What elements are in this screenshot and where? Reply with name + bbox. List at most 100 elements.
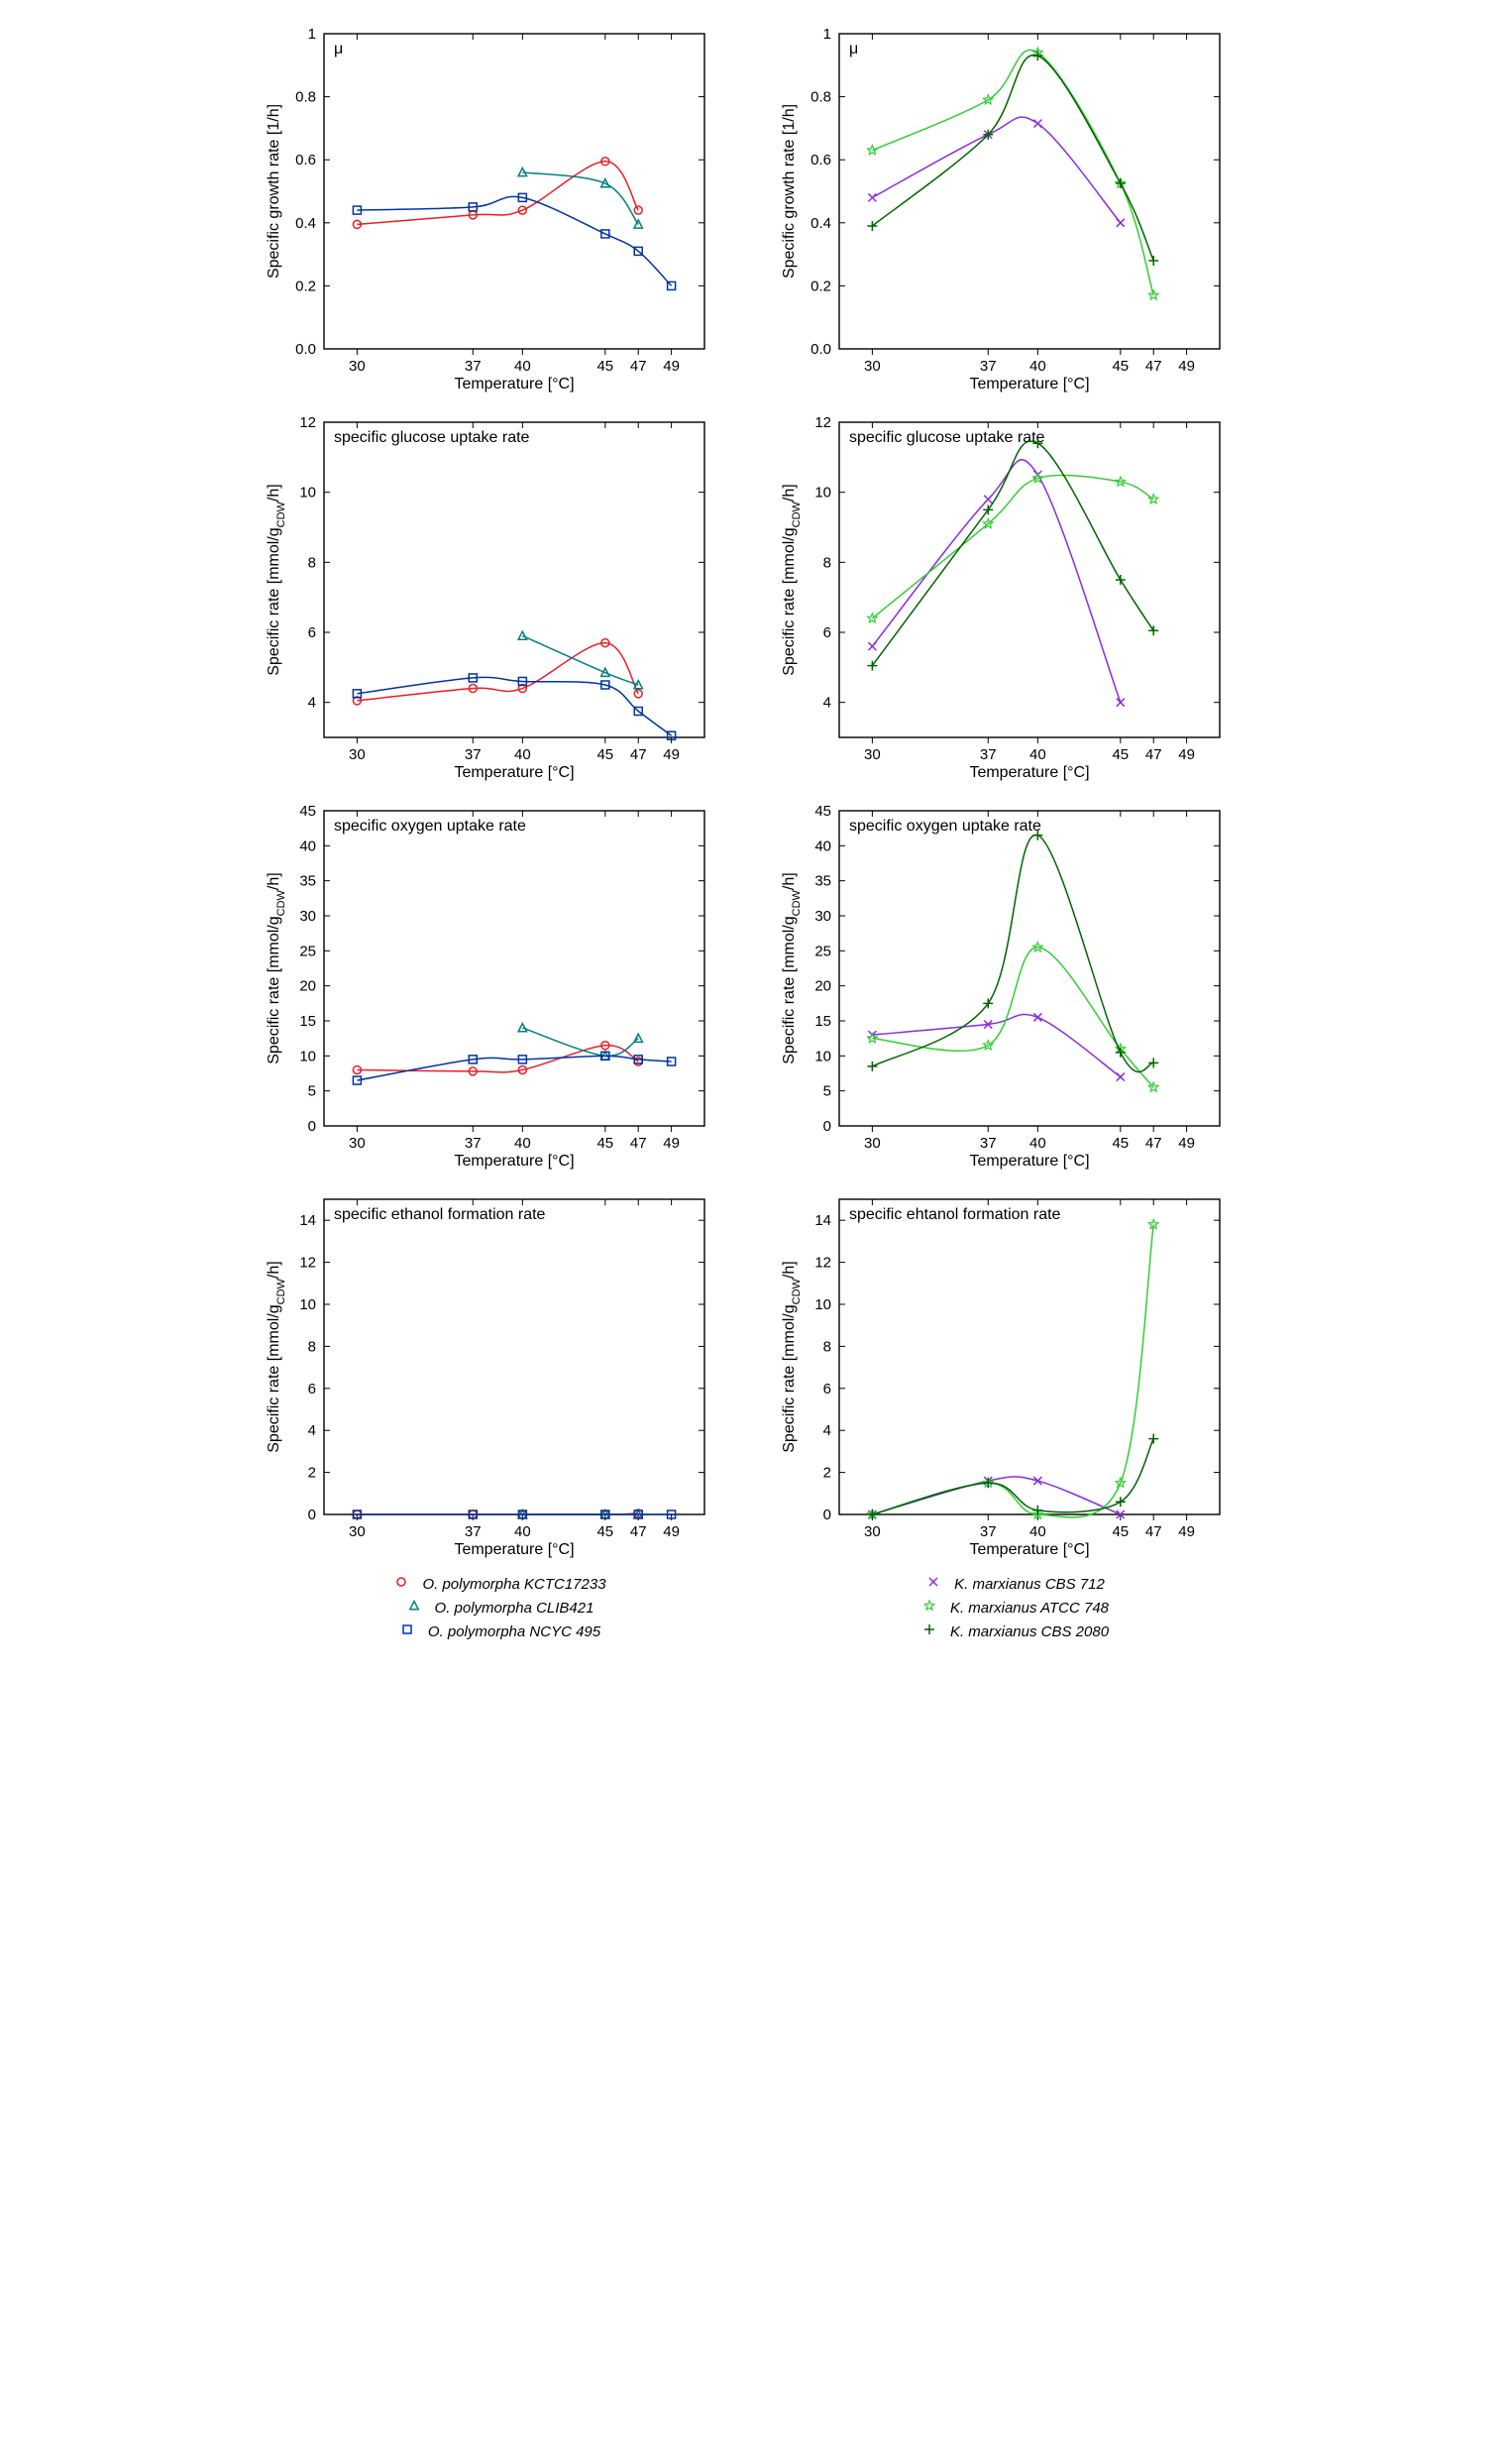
ytick-label: 8 [308, 554, 316, 571]
xtick-label: 37 [465, 1135, 482, 1152]
xtick-label: 37 [980, 358, 997, 375]
series-line [872, 441, 1153, 665]
series-marker [1148, 1434, 1158, 1444]
ytick-label: 0 [823, 1507, 831, 1523]
ytick-label: 5 [308, 1083, 316, 1100]
xtick-label: 37 [465, 1523, 482, 1540]
ylabel: Specific rate [mmol/gCDW/h] [781, 872, 803, 1063]
legend-label: K. marxianus CBS 712 [954, 1576, 1105, 1593]
ytick-label: 0 [308, 1507, 316, 1523]
ylabel: Specific growth rate [1/h] [781, 104, 798, 279]
xlabel: Temperature [°C] [969, 376, 1089, 392]
xtick-label: 45 [596, 1523, 613, 1540]
ytick-label: 0.8 [810, 89, 831, 106]
xtick-label: 40 [1029, 358, 1046, 375]
ylabel: Specific rate [mmol/gCDW/h] [266, 872, 287, 1063]
ytick-label: 30 [299, 908, 316, 925]
figure-grid: 3037404547490.00.20.40.60.81Temperature … [261, 20, 1251, 1641]
ytick-label: 0 [823, 1118, 831, 1135]
ylabel: Specific growth rate [1/h] [266, 104, 282, 279]
ytick-label: 25 [814, 943, 831, 959]
ytick-label: 14 [814, 1212, 831, 1229]
chart-panel: 3037404547490.00.20.40.60.81Temperature … [261, 20, 716, 396]
panel-title: specific oxygen uptake rate [849, 818, 1041, 835]
ytick-label: 0.4 [295, 215, 316, 232]
ytick-label: 0.0 [295, 341, 316, 358]
ytick-label: 20 [299, 978, 316, 995]
xtick-label: 30 [864, 1523, 881, 1540]
ytick-label: 40 [814, 838, 831, 854]
panel-title: specific ehtanol formation rate [849, 1206, 1061, 1223]
ytick-label: 12 [299, 1255, 316, 1272]
panel-title: specific glucose uptake rate [334, 429, 530, 446]
xtick-label: 30 [349, 746, 366, 763]
ytick-label: 0.2 [295, 278, 316, 294]
legend-label: O. polymorpha CLIB421 [435, 1600, 594, 1617]
legend-marker-icon [390, 1574, 412, 1594]
series-line [357, 162, 638, 225]
ytick-label: 2 [308, 1465, 316, 1482]
series-marker [1148, 1058, 1158, 1067]
xtick-label: 47 [1145, 358, 1162, 375]
ylabel: Specific rate [mmol/gCDW/h] [781, 1261, 803, 1452]
legend-label: K. marxianus CBS 2080 [950, 1623, 1109, 1640]
series-marker [1148, 625, 1158, 635]
panel-title: specific ethanol formation rate [334, 1206, 546, 1223]
ytick-label: 6 [308, 1381, 316, 1397]
xtick-label: 45 [596, 746, 613, 763]
series-marker [868, 193, 876, 201]
series-line [357, 677, 671, 735]
legend-row: O. polymorpha KCTC17233 O. polymorpha CL… [261, 1574, 1251, 1641]
xtick-label: 49 [663, 746, 680, 763]
ytick-label: 6 [823, 1381, 831, 1397]
ytick-label: 10 [299, 485, 316, 502]
legend-item-s3: O. polymorpha NCYC 495 [270, 1621, 726, 1641]
xtick-label: 49 [663, 358, 680, 375]
ytick-label: 4 [823, 1422, 831, 1439]
ytick-label: 12 [299, 414, 316, 431]
series-marker [1117, 699, 1125, 707]
ytick-label: 0 [308, 1118, 316, 1135]
panel-row: 3037404547494681012Temperature [°C]Speci… [261, 408, 1251, 785]
ytick-label: 12 [814, 414, 831, 431]
ytick-label: 15 [299, 1013, 316, 1030]
xtick-label: 40 [514, 1523, 531, 1540]
ytick-label: 4 [308, 695, 316, 712]
series-marker [518, 168, 526, 175]
legend-marker-icon [922, 1574, 944, 1594]
legend-left: O. polymorpha KCTC17233 O. polymorpha CL… [270, 1574, 726, 1641]
ytick-label: 14 [299, 1212, 316, 1229]
ytick-label: 10 [299, 1048, 316, 1064]
legend-right: K. marxianus CBS 712 K. marxianus ATCC 7… [786, 1574, 1242, 1641]
series-line [357, 643, 638, 701]
series-line [522, 172, 638, 224]
xtick-label: 45 [1112, 746, 1129, 763]
legend-item-s5: K. marxianus ATCC 748 [786, 1598, 1242, 1618]
series-marker [984, 496, 992, 503]
ytick-label: 8 [823, 554, 831, 571]
xlabel: Temperature [°C] [454, 376, 574, 392]
panel-title: specific glucose uptake rate [849, 429, 1045, 446]
series-line [357, 196, 671, 285]
series-marker [1148, 1219, 1158, 1228]
series-line [872, 55, 1153, 260]
series-marker [868, 642, 876, 650]
series-marker [1148, 256, 1158, 266]
series-line [357, 1056, 671, 1080]
ytick-label: 10 [299, 1296, 316, 1313]
ytick-label: 0.6 [810, 152, 831, 168]
panel-title: μ [334, 41, 343, 57]
series-marker [518, 1024, 526, 1032]
series-marker [1033, 1013, 1041, 1021]
ytick-label: 45 [814, 803, 831, 820]
xtick-label: 47 [630, 1135, 647, 1152]
panel-title: μ [849, 41, 858, 57]
ytick-label: 10 [814, 485, 831, 502]
series-marker [1116, 178, 1126, 188]
xtick-label: 30 [349, 358, 366, 375]
xtick-label: 37 [980, 1135, 997, 1152]
xtick-label: 30 [349, 1523, 366, 1540]
xtick-label: 45 [596, 358, 613, 375]
xtick-label: 47 [1145, 1523, 1162, 1540]
xtick-label: 45 [596, 1135, 613, 1152]
